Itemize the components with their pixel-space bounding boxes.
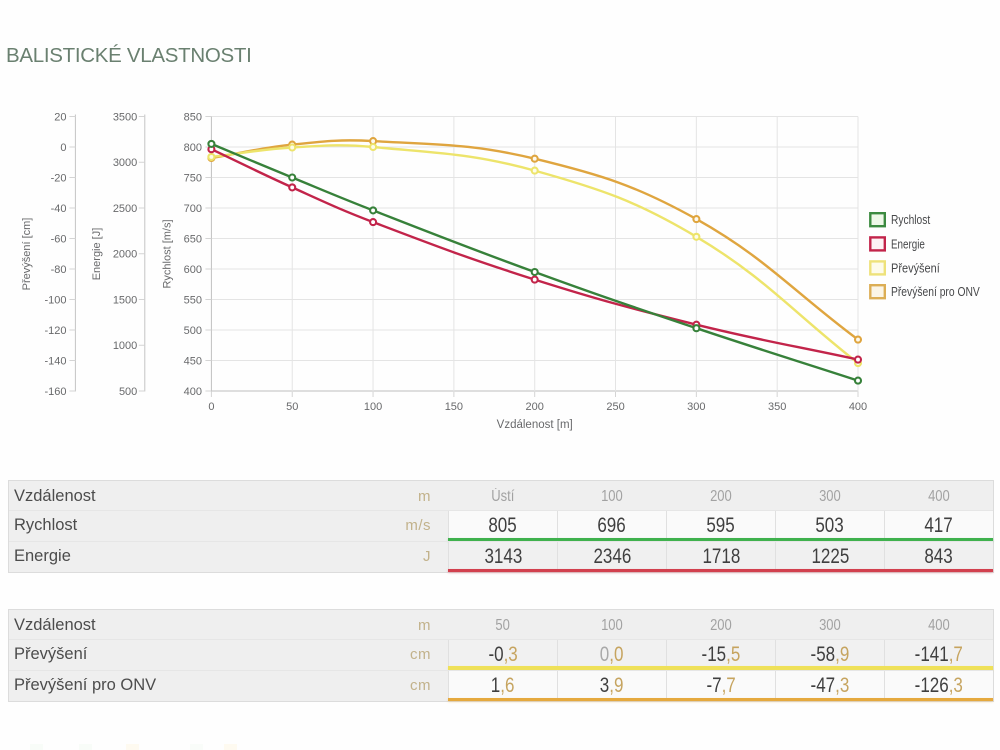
svg-text:600: 600 [184, 264, 202, 276]
svg-text:150: 150 [445, 401, 463, 413]
svg-text:3000: 3000 [113, 157, 137, 169]
svg-text:-60: -60 [51, 233, 67, 245]
svg-text:-40: -40 [51, 203, 67, 215]
svg-text:200: 200 [526, 401, 544, 413]
svg-text:20: 20 [54, 111, 66, 123]
svg-text:Převýšení pro ONV: Převýšení pro ONV [891, 284, 980, 299]
svg-text:-160: -160 [44, 386, 66, 398]
svg-text:Vzdálenost [m]: Vzdálenost [m] [497, 419, 573, 431]
svg-text:100: 100 [364, 401, 382, 413]
svg-text:750: 750 [184, 172, 202, 184]
svg-text:400: 400 [849, 401, 867, 413]
svg-text:Rychlost: Rychlost [891, 212, 930, 227]
svg-text:650: 650 [184, 233, 202, 245]
svg-text:-140: -140 [44, 355, 66, 367]
svg-text:500: 500 [119, 386, 137, 398]
svg-text:Rychlost [m/s]: Rychlost [m/s] [162, 219, 174, 288]
svg-text:50: 50 [286, 401, 298, 413]
svg-text:1000: 1000 [113, 340, 137, 352]
svg-text:0: 0 [208, 401, 214, 413]
svg-text:Převýšení: Převýšení [891, 260, 940, 275]
svg-text:-20: -20 [51, 172, 67, 184]
svg-text:Energie: Energie [891, 236, 925, 251]
svg-text:250: 250 [606, 401, 624, 413]
svg-text:0: 0 [60, 142, 66, 154]
svg-text:550: 550 [184, 294, 202, 306]
svg-text:500: 500 [184, 325, 202, 337]
svg-text:450: 450 [184, 355, 202, 367]
svg-text:2000: 2000 [113, 249, 137, 261]
svg-text:700: 700 [184, 203, 202, 215]
svg-text:400: 400 [184, 386, 202, 398]
svg-text:Energie [J]: Energie [J] [91, 228, 103, 281]
svg-text:850: 850 [184, 111, 202, 123]
svg-text:350: 350 [768, 401, 786, 413]
svg-text:1500: 1500 [113, 294, 137, 306]
svg-text:2500: 2500 [113, 203, 137, 215]
svg-text:-100: -100 [44, 294, 66, 306]
svg-text:800: 800 [184, 142, 202, 154]
svg-text:300: 300 [687, 401, 705, 413]
svg-text:-80: -80 [51, 264, 67, 276]
svg-text:3500: 3500 [113, 111, 137, 123]
svg-text:-120: -120 [44, 325, 66, 337]
svg-text:Převýšení [cm]: Převýšení [cm] [21, 218, 33, 291]
